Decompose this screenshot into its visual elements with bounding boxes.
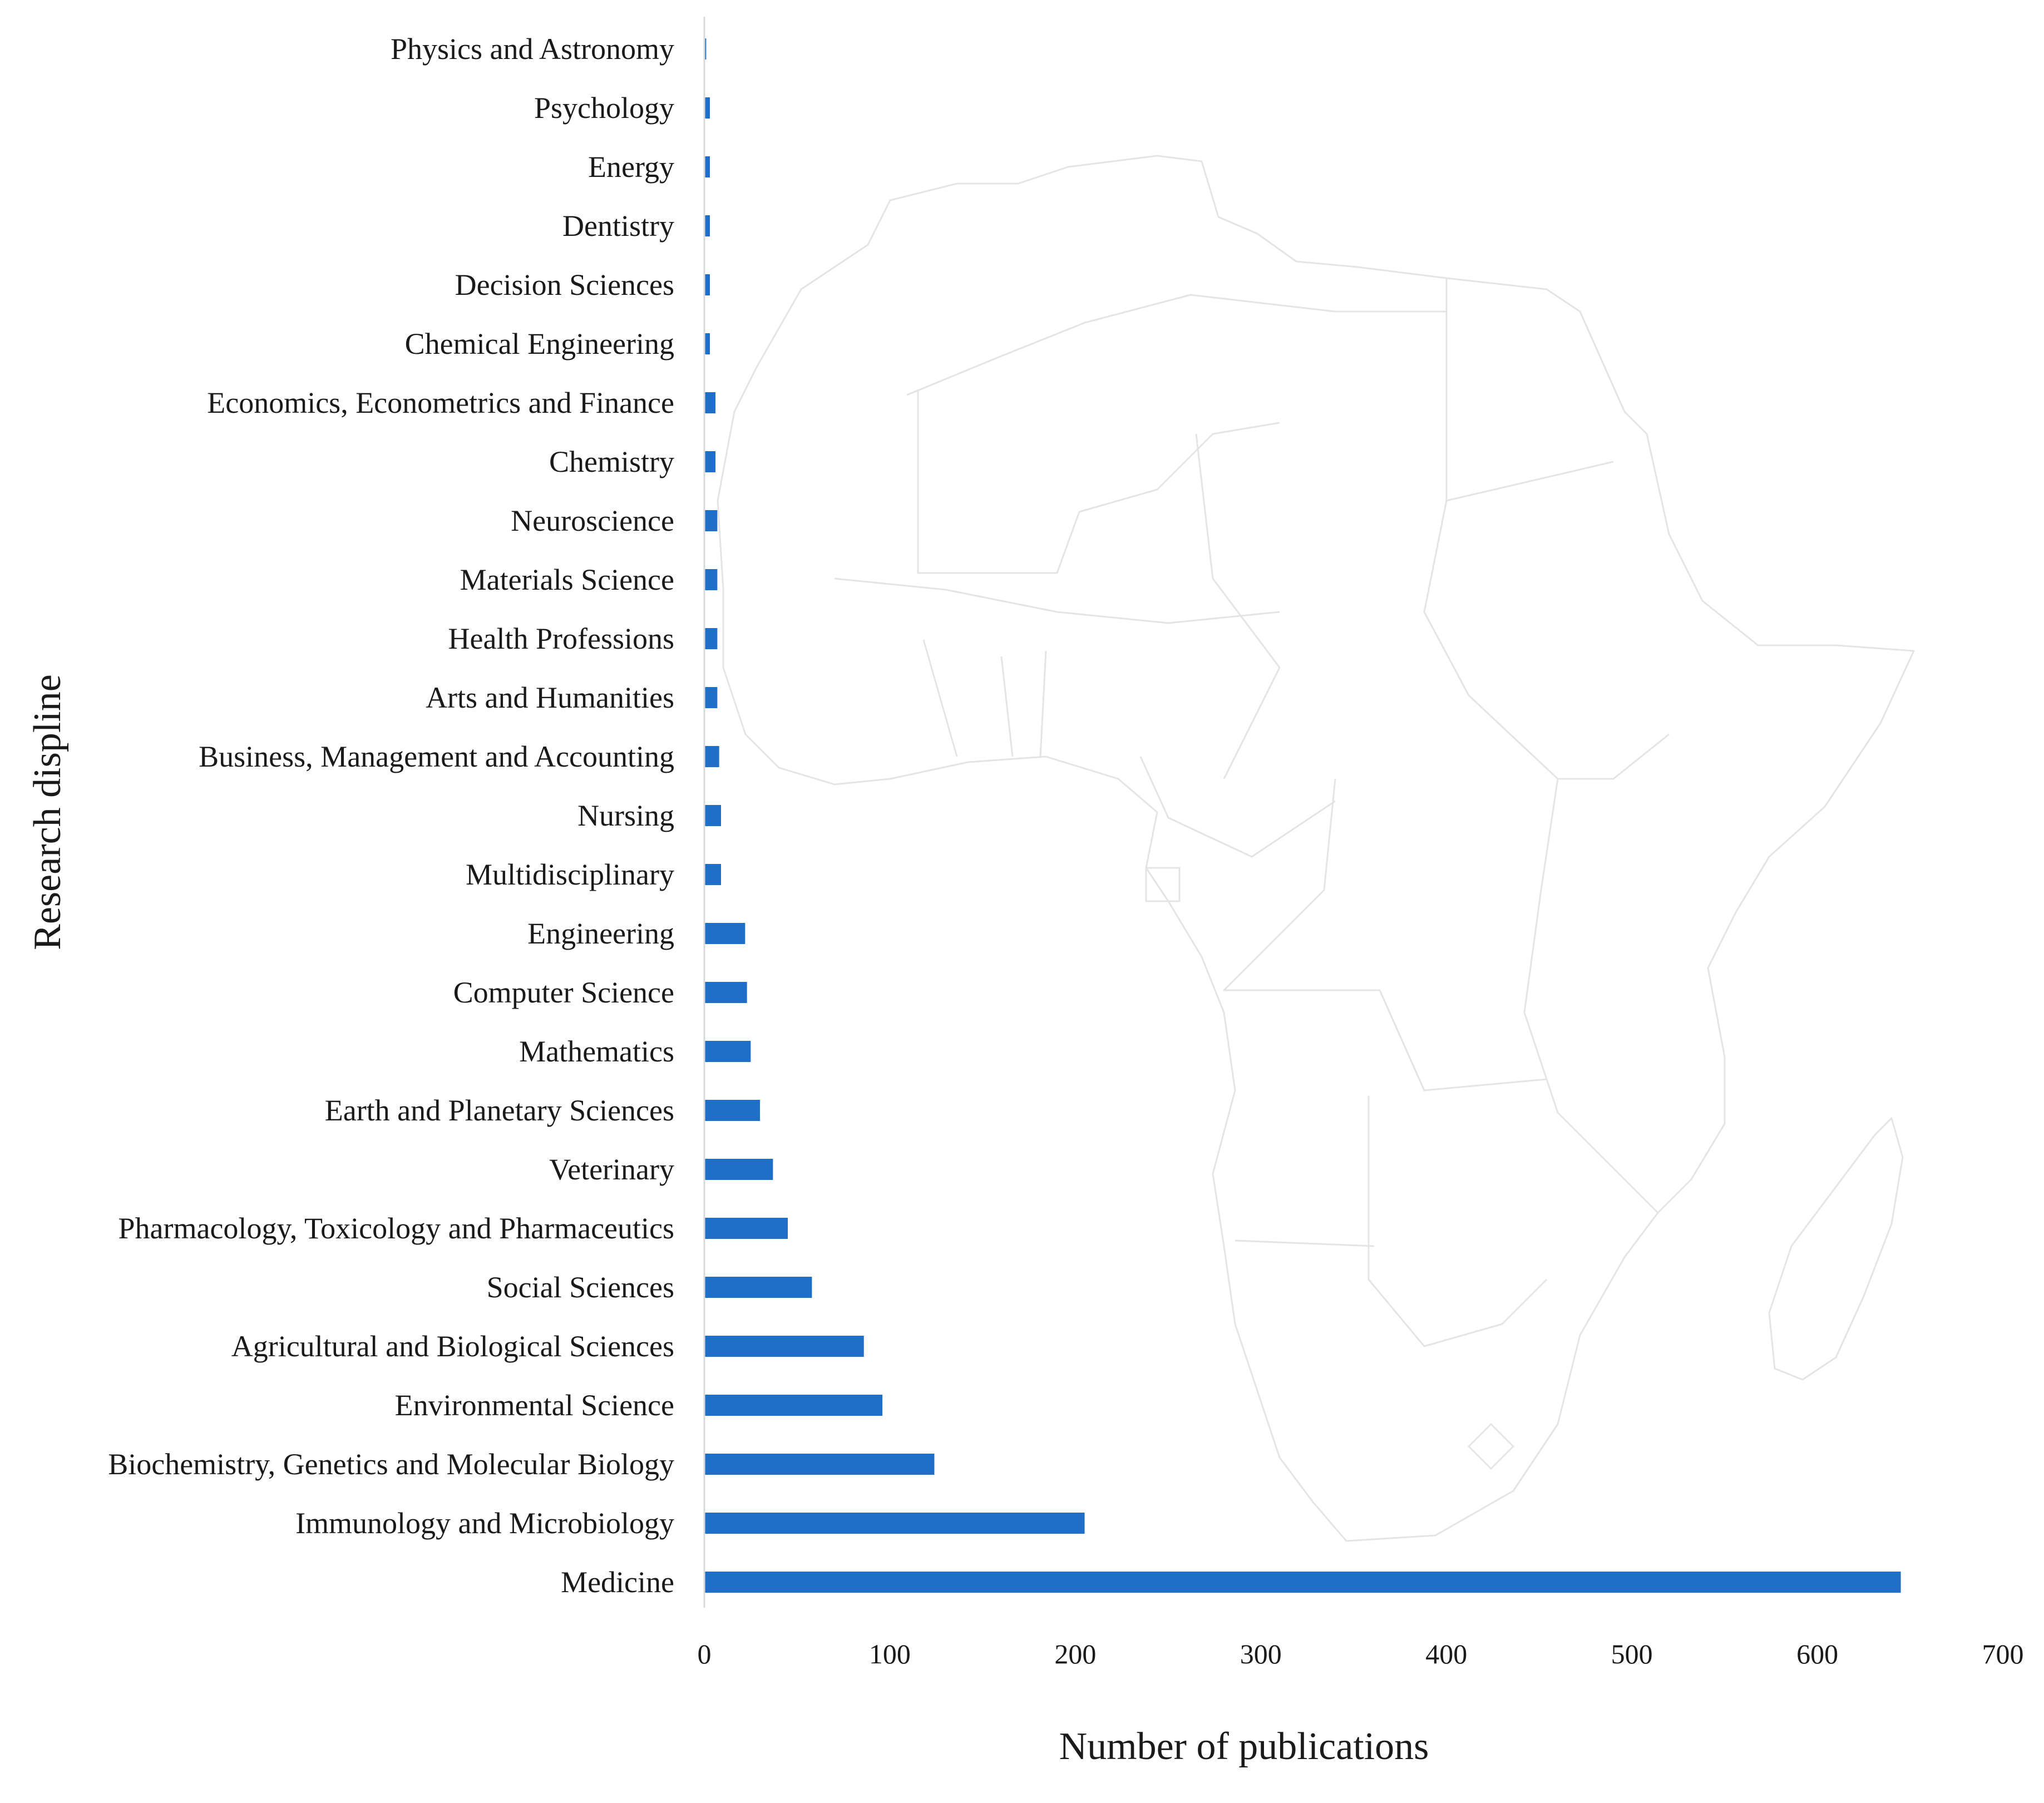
bar [704, 392, 716, 413]
bar [704, 1100, 761, 1121]
bar [704, 1513, 1085, 1534]
bar [704, 451, 716, 472]
africa-map-background [717, 155, 1915, 1542]
bar [704, 1041, 751, 1062]
x-tick-label: 200 [1054, 1638, 1096, 1669]
category-label: Energy [588, 150, 674, 184]
x-tick-label: 500 [1611, 1638, 1653, 1669]
y-axis-category-labels: Physics and Astronomy Psychology Energy Den… [108, 32, 674, 1599]
bar [704, 569, 718, 590]
category-label: Biochemistry, Genetics and Molecular Bio… [108, 1448, 674, 1481]
category-label: Dentistry [562, 209, 674, 243]
category-label: Pharmacology, Toxicology and Pharmaceuti… [119, 1212, 674, 1245]
category-label: Health Professions [448, 622, 674, 655]
category-label: Arts and Humanities [426, 681, 674, 714]
x-tick-label: 600 [1796, 1638, 1838, 1669]
map-border-lines [834, 278, 1670, 1470]
bar [704, 687, 718, 708]
x-axis-tick-labels: 0 100 200 300 400 500 600 700 [698, 1638, 2024, 1669]
bar [704, 510, 718, 531]
category-label: Engineering [527, 917, 674, 950]
category-label: Medicine [561, 1565, 674, 1599]
category-label: Multidisciplinary [466, 858, 674, 891]
bar [704, 333, 710, 354]
bar [704, 38, 707, 60]
bar [704, 628, 718, 649]
category-label: Economics, Econometrics and Finance [207, 386, 674, 419]
x-tick-label: 300 [1240, 1638, 1282, 1669]
bar [704, 1572, 1901, 1593]
bar [704, 1454, 935, 1475]
category-label: Chemistry [549, 445, 674, 478]
bar-series [704, 38, 1901, 1593]
bar [704, 156, 710, 177]
category-label: Neuroscience [511, 504, 674, 537]
bar [704, 923, 745, 944]
bar [704, 1159, 773, 1180]
category-label: Nursing [577, 799, 674, 832]
category-label: Chemical Engineering [405, 327, 674, 360]
x-tick-label: 700 [1982, 1638, 2024, 1669]
category-label: Business, Management and Accounting [199, 740, 674, 773]
category-label: Earth and Planetary Sciences [325, 1094, 674, 1127]
category-label: Agricultural and Biological Sciences [231, 1330, 674, 1363]
category-label: Decision Sciences [455, 268, 674, 302]
category-label: Computer Science [453, 976, 674, 1009]
category-label: Veterinary [549, 1153, 674, 1186]
map-continent-outline [717, 155, 1915, 1542]
x-axis-title: Number of publications [1059, 1725, 1429, 1768]
x-tick-label: 100 [869, 1638, 911, 1669]
category-label: Immunology and Microbiology [295, 1506, 674, 1540]
category-label: Mathematics [519, 1035, 674, 1068]
category-label: Environmental Science [395, 1389, 674, 1422]
bar [704, 746, 719, 767]
map-madagascar-outline [1768, 1117, 1904, 1381]
bar [704, 982, 747, 1003]
bar [704, 1218, 788, 1239]
bar [704, 1336, 864, 1357]
x-tick-label: 400 [1425, 1638, 1467, 1669]
bar [704, 97, 710, 118]
bar [704, 1395, 883, 1416]
bar [704, 274, 710, 295]
x-tick-label: 0 [698, 1638, 712, 1669]
category-label: Psychology [534, 91, 674, 125]
category-label: Social Sciences [487, 1271, 674, 1304]
bar [704, 805, 722, 826]
bar [704, 1277, 812, 1298]
bar [704, 864, 722, 885]
y-axis-title: Research displine [26, 674, 69, 950]
bar [704, 215, 710, 236]
category-label: Physics and Astronomy [391, 32, 674, 66]
category-label: Materials Science [460, 563, 674, 596]
